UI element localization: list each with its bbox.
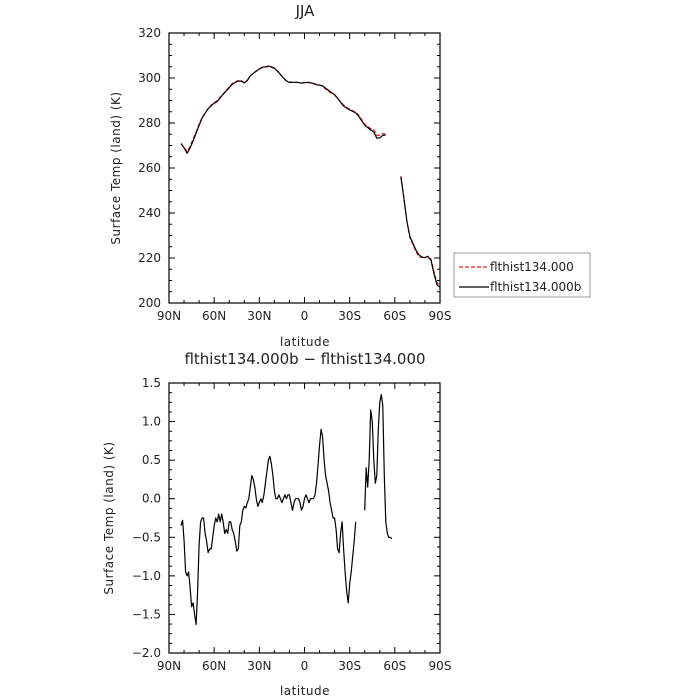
legend-label-flthist134-000b: flthist134.000b [490,280,581,294]
x-tick-label: 60N [202,309,226,323]
x-axis-label: latitude [280,684,330,698]
x-tick-label: 30N [247,659,271,673]
legend-box [453,252,591,298]
y-tick-label: 220 [138,251,161,265]
series-line-flthist134-000 [180,65,386,152]
y-tick-label: −2.0 [132,646,161,660]
x-tick-label: 60N [202,659,226,673]
series-line-flthist134-000 [400,175,441,287]
series-line-flthist134-000b [180,65,386,154]
series-line-flthist134-000b [400,176,441,288]
y-axis-label: Surface Temp (land) (K) [102,441,116,594]
chart-surface-temperature-difference: flthist134.000b − flthist134.000 latitud… [102,350,451,698]
x-tick-label: 90S [429,659,452,673]
y-tick-label: 0.5 [142,453,161,467]
x-tick-label: 60S [383,309,406,323]
legend: flthist134.000 flthist134.000b [453,252,591,298]
y-tick-label: 240 [138,206,161,220]
x-tick-label: 30S [338,309,361,323]
plot-frame [168,382,441,654]
y-tick-label: 280 [138,116,161,130]
x-tick-label: 0 [301,309,309,323]
chart-title: JJA [295,2,316,20]
series-line-difference [364,394,393,540]
y-tick-label: 300 [138,71,161,85]
y-tick-label: 320 [138,26,161,40]
y-axis-label: Surface Temp (land) (K) [109,91,123,244]
plot-frame [168,32,441,304]
x-tick-label: 90S [429,309,452,323]
y-tick-label: 0.0 [142,492,161,506]
y-tick-label: −1.5 [132,607,161,621]
y-tick-label: 1.5 [142,376,161,390]
chart-title: flthist134.000b − flthist134.000 [184,350,425,368]
x-tick-label: 30S [338,659,361,673]
y-tick-label: 260 [138,161,161,175]
x-tick-label: 30N [247,309,271,323]
y-tick-label: −1.0 [132,569,161,583]
legend-label-flthist134-000: flthist134.000 [490,260,574,274]
series-line-difference [180,428,357,626]
x-tick-label: 90N [157,659,181,673]
chart-jja-surface-temperature: JJA latitude Surface Temp (land) (K) flt… [109,2,591,349]
x-axis-label: latitude [280,335,330,349]
x-tick-label: 60S [383,659,406,673]
y-tick-label: −0.5 [132,530,161,544]
x-tick-label: 0 [301,659,309,673]
y-tick-label: 1.0 [142,415,161,429]
y-tick-label: 200 [138,296,161,310]
x-tick-label: 90N [157,309,181,323]
